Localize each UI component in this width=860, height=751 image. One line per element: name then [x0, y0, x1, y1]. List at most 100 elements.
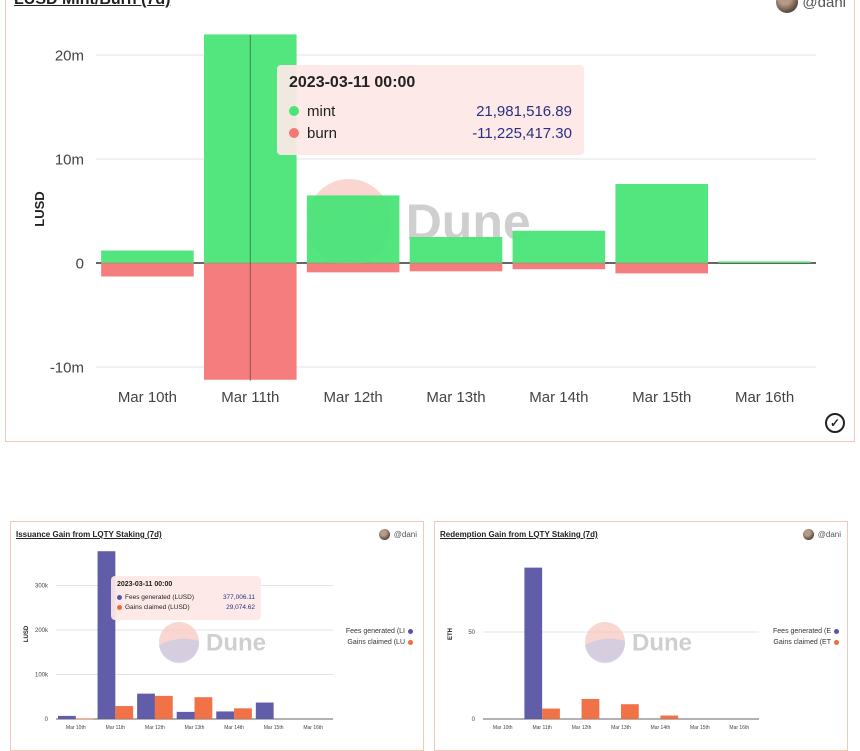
bar-burn [306, 263, 400, 273]
y-axis-label: ETH [448, 628, 454, 640]
y-tick-label: 300k [35, 584, 49, 590]
tooltip-row-fees: Fees generated (LUSD) 377,006.11 [117, 592, 255, 602]
author-name: @dani [393, 530, 417, 539]
legend-dot-icon [408, 640, 413, 645]
y-tick-label: 50 [468, 630, 475, 636]
x-tick-label: Mar 13th [426, 389, 485, 406]
x-tick-label: Mar 12th [572, 725, 592, 731]
x-tick-label: Mar 15th [264, 725, 284, 731]
avatar [802, 529, 814, 540]
x-tick-label: Mar 10th [493, 725, 513, 731]
x-tick-label: Mar 12th [324, 389, 383, 406]
x-tick-label: Mar 14th [529, 389, 588, 406]
x-tick-label: Mar 11th [221, 389, 279, 406]
bar-fees-generated-lusd- [255, 702, 274, 719]
watermark-text: Dune [206, 630, 266, 657]
x-tick-label: Mar 14th [224, 725, 244, 731]
bar-gains-claimed-lusd- [75, 718, 94, 720]
legend-dot-icon [408, 629, 413, 634]
bar-burn [512, 263, 606, 270]
y-tick-label: 10m [55, 151, 84, 168]
bar-fees-generated-lusd- [137, 693, 155, 719]
fees-dot-icon [117, 594, 122, 600]
tooltip-value: 377,006.11 [222, 593, 255, 601]
legend-label: Gains claimed (ET [773, 639, 831, 646]
y-axis-label: LUSD [32, 191, 47, 226]
panel-title[interactable]: Redemption Gain from LQTY Staking (7d) [440, 530, 598, 539]
tooltip-label: burn [307, 124, 338, 142]
legend-item-gains[interactable]: Gains claimed (ET [737, 637, 839, 648]
tooltip-date: 2023-03-11 00:00 [117, 581, 173, 588]
bar-fees-generated-lusd- [176, 711, 195, 719]
chart-tooltip: 2023-03-11 00:00 mint 21,981,516.89 burn… [277, 65, 584, 155]
bar-fees-generated-lusd- [216, 711, 235, 719]
tooltip-value: -11,225,417.30 [472, 124, 572, 142]
y-axis-label: LUSD [24, 625, 30, 642]
check-circle-icon[interactable]: ✓ [825, 413, 845, 433]
chart-legend: Fees generated (LI Gains claimed (LU [311, 626, 413, 648]
mint-dot-icon [289, 106, 299, 116]
avatar [378, 529, 390, 540]
legend-label: Gains claimed (LU [347, 639, 405, 646]
x-tick-label: Mar 12th [145, 725, 165, 731]
bar-mint [512, 230, 606, 263]
burn-dot-icon [289, 128, 299, 138]
bar-mint [718, 261, 811, 263]
tooltip-row-burn: burn -11,225,417.30 [289, 122, 572, 144]
x-tick-label: Mar 16th [303, 725, 323, 731]
bar-mint [306, 195, 400, 263]
tooltip-label: Fees generated (LUSD) [125, 593, 195, 601]
x-tick-label: Mar 14th [651, 725, 671, 731]
bar-fees-generated-lusd- [97, 551, 116, 719]
redemption-gain-panel: Redemption Gain from LQTY Staking (7d) @… [434, 521, 848, 751]
watermark-logo-icon [159, 638, 200, 664]
avatar [776, 0, 799, 13]
y-tick-label: 200k [35, 628, 49, 634]
bar-mint [409, 237, 503, 263]
author-badge[interactable]: @dani [378, 529, 417, 540]
x-tick-label: Mar 11th [532, 725, 552, 731]
bar-gains-claimed-eth- [621, 704, 639, 719]
bar-burn [409, 263, 503, 272]
bar-gains-claimed-lusd- [234, 708, 252, 719]
y-tick-label: -10m [50, 359, 84, 376]
tooltip-value: 29,074.62 [226, 603, 255, 611]
y-tick-label: 0 [45, 717, 49, 723]
legend-label: Fees generated (LI [345, 628, 405, 635]
panel-title[interactable]: Issuance Gain from LQTY Staking (7d) [16, 530, 162, 539]
author-name: @dani [802, 0, 846, 11]
bar-gains-claimed-eth- [660, 715, 679, 719]
chart-legend: Fees generated (E Gains claimed (ET [737, 626, 839, 648]
y-tick-label: 20m [55, 47, 84, 64]
bar-gains-claimed-eth- [542, 708, 560, 719]
tooltip-value: 21,981,516.89 [476, 102, 572, 120]
x-tick-label: Mar 13th [611, 725, 631, 731]
bar-burn [101, 263, 194, 277]
issuance-gain-chart: 0 100k 200k 300k LUSD Dune Mar 10th Mar 11th Mar… [24, 551, 333, 731]
legend-item-fees[interactable]: Fees generated (LI [311, 626, 413, 637]
legend-item-gains[interactable]: Gains claimed (LU [311, 637, 413, 648]
legend-label: Fees generated (E [773, 628, 831, 635]
bar-gains-claimed-lusd- [115, 706, 134, 719]
tooltip-label: mint [307, 102, 336, 120]
gains-dot-icon [117, 604, 122, 610]
author-badge[interactable]: @dani [776, 0, 846, 13]
panel-title[interactable]: LUSD Mint/Burn (7d) [14, 0, 170, 9]
x-tick-label: Mar 13th [185, 725, 205, 731]
bar-fees-generated-eth- [524, 567, 543, 719]
bar-mint [101, 250, 194, 263]
tooltip-label: Gains claimed (LUSD) [125, 603, 190, 611]
x-tick-label: Mar 15th [690, 725, 710, 731]
x-tick-label: Mar 11th [106, 725, 126, 731]
issuance-gain-panel: Issuance Gain from LQTY Staking (7d) @da… [10, 521, 424, 751]
x-tick-label: Mar 10th [66, 725, 86, 731]
author-badge[interactable]: @dani [802, 529, 841, 540]
watermark-text: Dune [632, 630, 692, 657]
legend-dot-icon [834, 640, 839, 645]
bar-burn [615, 263, 708, 274]
bar-gains-claimed-lusd- [194, 697, 213, 719]
legend-item-fees[interactable]: Fees generated (E [737, 626, 839, 637]
bar-fees-generated-lusd- [57, 715, 76, 719]
x-tick-label: Mar 16th [729, 725, 749, 731]
